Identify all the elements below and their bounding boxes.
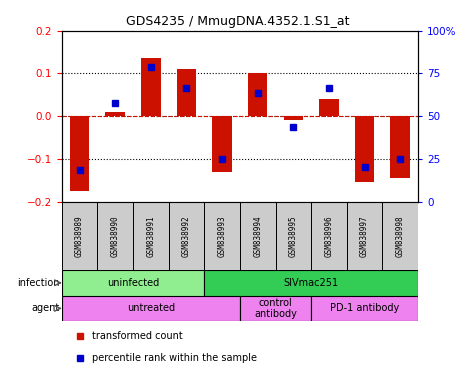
Text: GSM838991: GSM838991 — [146, 215, 155, 257]
Text: GSM838993: GSM838993 — [218, 215, 227, 257]
Text: percentile rank within the sample: percentile rank within the sample — [92, 353, 257, 363]
Text: GSM838997: GSM838997 — [360, 215, 369, 257]
Text: GSM838989: GSM838989 — [75, 215, 84, 257]
Bar — [62, 270, 204, 296]
Bar — [311, 202, 347, 270]
Text: control
antibody: control antibody — [254, 298, 297, 319]
Text: agent: agent — [32, 303, 60, 313]
Bar — [141, 58, 161, 116]
Bar — [311, 296, 418, 321]
Text: SIVmac251: SIVmac251 — [284, 278, 339, 288]
Bar — [70, 116, 89, 191]
Bar — [133, 202, 169, 270]
Text: GSM838992: GSM838992 — [182, 215, 191, 257]
Bar — [347, 202, 382, 270]
Text: uninfected: uninfected — [107, 278, 159, 288]
Bar — [284, 116, 303, 121]
Bar — [212, 116, 232, 172]
Text: transformed count: transformed count — [92, 331, 183, 341]
Bar — [390, 116, 410, 178]
Text: GSM838996: GSM838996 — [324, 215, 333, 257]
Bar — [105, 112, 125, 116]
Bar — [240, 296, 311, 321]
Bar — [204, 270, 418, 296]
Bar — [319, 99, 339, 116]
Text: PD-1 antibody: PD-1 antibody — [330, 303, 399, 313]
Bar — [169, 202, 204, 270]
Bar — [276, 202, 311, 270]
Bar — [248, 73, 267, 116]
Text: untreated: untreated — [127, 303, 175, 313]
Text: GSM838990: GSM838990 — [111, 215, 120, 257]
Bar — [204, 202, 240, 270]
Bar — [177, 69, 196, 116]
Bar — [62, 296, 240, 321]
Bar — [355, 116, 374, 182]
Bar — [240, 202, 276, 270]
Text: GSM838995: GSM838995 — [289, 215, 298, 257]
Text: GSM838994: GSM838994 — [253, 215, 262, 257]
Bar — [62, 202, 97, 270]
Text: GDS4235 / MmugDNA.4352.1.S1_at: GDS4235 / MmugDNA.4352.1.S1_at — [126, 15, 349, 28]
Text: infection: infection — [18, 278, 60, 288]
Bar — [97, 202, 133, 270]
Bar — [382, 202, 418, 270]
Text: GSM838998: GSM838998 — [396, 215, 405, 257]
